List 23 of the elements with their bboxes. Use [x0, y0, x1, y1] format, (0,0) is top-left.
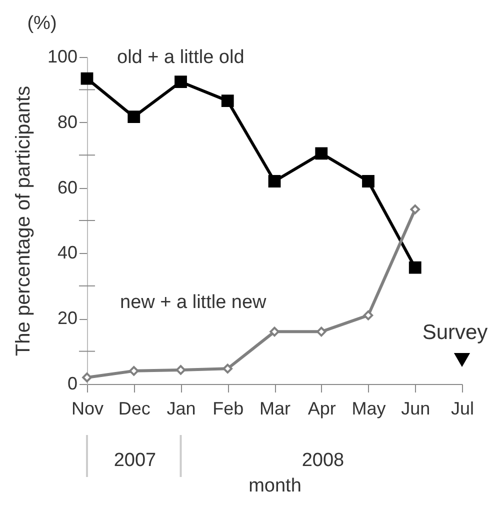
text: 2008 — [302, 450, 344, 471]
x-tick-label: Nov — [71, 398, 104, 418]
x-tick-label: Jun — [401, 398, 430, 418]
x-tick-label: Jan — [166, 398, 196, 418]
series-label: new + a little new — [120, 292, 267, 313]
x-tick-label: Mar — [260, 398, 291, 418]
annotation: Survey — [422, 321, 488, 344]
x-tick-label: May — [352, 398, 386, 418]
y-axis-title: The percentage of participants — [12, 86, 34, 356]
y-tick-label: 20 — [57, 308, 78, 328]
x-tick-label: Apr — [308, 398, 336, 418]
y-tick-label: 100 — [47, 46, 78, 66]
y-tick-label: 80 — [57, 112, 78, 132]
text: (%) — [27, 13, 57, 34]
text: 2007 — [114, 450, 156, 471]
y-tick-label: 40 — [57, 242, 78, 263]
x-tick-label: Feb — [212, 398, 244, 418]
series-label: old + a little old — [117, 47, 244, 68]
x-tick-label: Jul — [450, 398, 474, 418]
y-tick-label: 60 — [57, 177, 78, 198]
y-tick-label: 0 — [67, 374, 78, 394]
x-axis-title: month — [248, 476, 302, 496]
x-tick-label: Dec — [118, 398, 150, 418]
